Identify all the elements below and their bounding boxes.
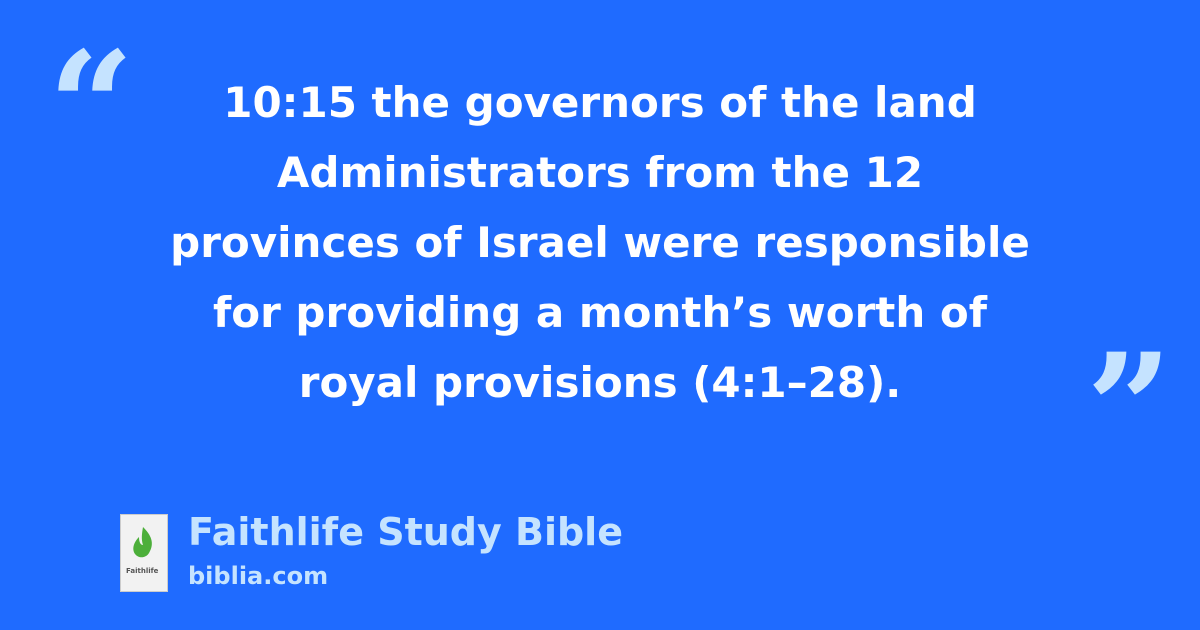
close-quote-icon: ” bbox=[1086, 321, 1173, 497]
verse-line: royal provisions (4:1–28). bbox=[298, 358, 902, 407]
verse-line: for providing a month’s worth of bbox=[212, 288, 988, 337]
book-cover: Faithlife bbox=[120, 514, 168, 592]
verse-line: Administrators from the 12 bbox=[276, 148, 924, 197]
flame-logo-icon bbox=[133, 527, 152, 558]
verse-line: provinces of Israel were responsible bbox=[170, 218, 1030, 267]
verse-text: 10:15 the governors of the land Administ… bbox=[120, 68, 1080, 418]
open-quote-icon: “ bbox=[48, 19, 135, 195]
cover-title: Faithlife bbox=[126, 567, 159, 575]
source-site-link[interactable]: biblia.com bbox=[188, 562, 329, 590]
verse-line: 10:15 the governors of the land bbox=[223, 78, 977, 127]
source-title[interactable]: Faithlife Study Bible bbox=[188, 510, 623, 554]
